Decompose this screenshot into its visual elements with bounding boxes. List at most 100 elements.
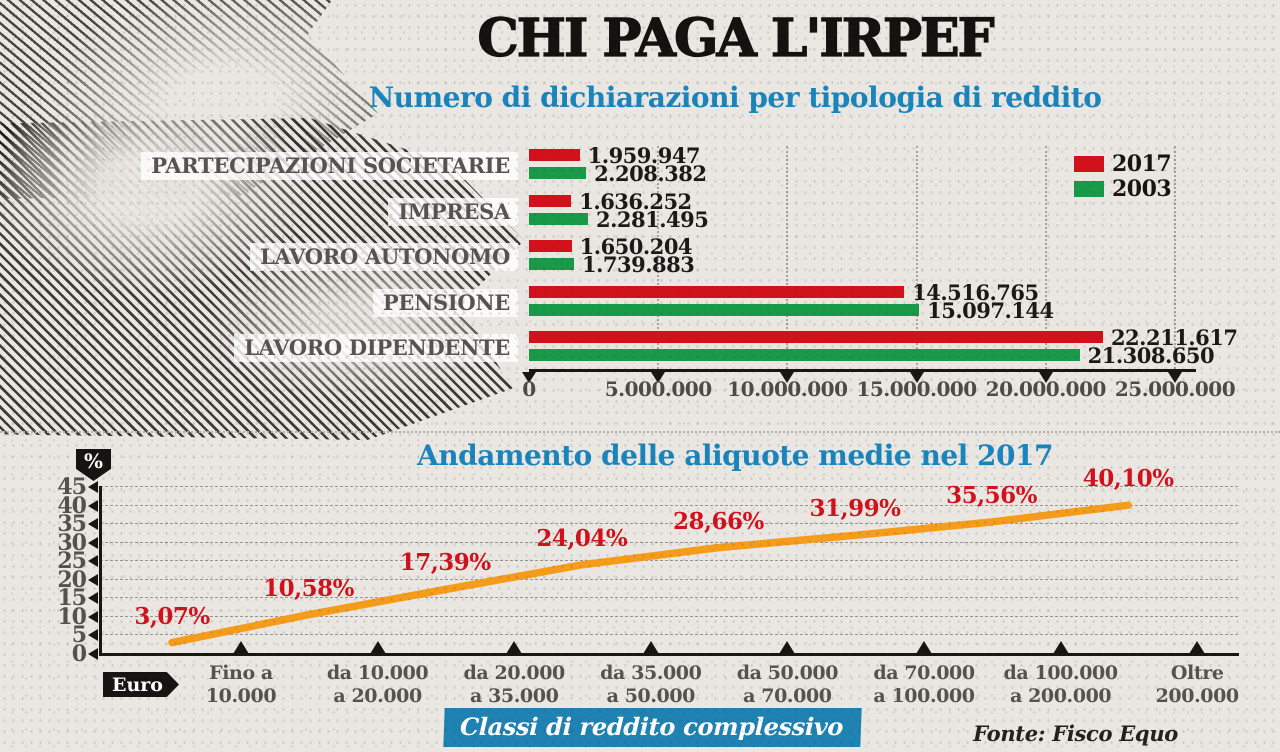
grid-line-horizontal	[100, 541, 1238, 543]
bar-2003	[529, 349, 1080, 361]
bar-chart-x-axis	[529, 369, 1196, 372]
grid-line-vertical	[786, 146, 789, 369]
trend-point-label: 28,66%	[672, 507, 764, 535]
trend-point-label: 24,04%	[536, 524, 628, 552]
trend-point-label: 3,07%	[134, 602, 210, 630]
line-chart-y-axis	[99, 486, 102, 656]
grid-line-horizontal	[100, 523, 1238, 525]
bar-category-label-text: PENSIONE	[372, 288, 518, 317]
x-axis-tick-label: 15.000.000	[856, 377, 977, 401]
income-class-label: da 50.000 a 70.000	[712, 662, 862, 708]
income-class-label-line: Fino a	[209, 662, 273, 684]
income-class-label-line: da 35.000	[600, 662, 702, 684]
income-class-label: Oltre 200.000	[1122, 662, 1272, 708]
bar-2017	[529, 194, 572, 207]
y-axis-tick-marker	[88, 610, 98, 623]
bar-2003	[529, 258, 574, 270]
income-classes-caption: Classi di reddito complessivo	[443, 708, 862, 747]
bar-2003	[529, 167, 587, 179]
euro-axis-badge: Euro	[103, 672, 179, 697]
page-title: CHI PAGA L'IRPEF	[477, 7, 995, 69]
y-axis-tick-label: 0	[71, 641, 87, 667]
grid-line-vertical	[915, 146, 918, 369]
bar-2017	[529, 240, 572, 252]
grid-line-horizontal	[100, 615, 1238, 617]
income-class-label: Fino a 10.000	[166, 662, 316, 708]
income-class-label-line: da 70.000	[873, 662, 975, 684]
grid-line-vertical	[1044, 146, 1047, 369]
income-class-label-line: 10.000	[205, 684, 277, 707]
y-axis-tick-label: 30	[57, 529, 87, 556]
x-axis-tick-marker	[1038, 372, 1053, 383]
trend-point-label: 31,99%	[809, 495, 901, 523]
x-axis-tick-label: 20.000.000	[985, 377, 1107, 401]
source-note: Fonte: Fisco Equo	[973, 721, 1178, 746]
bar-value-2017: 1.636.252	[579, 188, 692, 214]
grid-line-vertical	[1174, 146, 1176, 369]
y-axis-tick-label: 25	[57, 548, 87, 575]
bar-value-2017: 14.516.765	[912, 279, 1039, 305]
y-axis-tick-marker	[88, 499, 98, 512]
income-class-label-line: da 100.000	[1003, 662, 1119, 684]
bar-category-label-text: IMPRESA	[388, 197, 518, 226]
bar-value-2003: 2.281.495	[595, 206, 709, 232]
income-class-label-line: a 200.000	[1009, 684, 1112, 707]
legend-item-2003: 2003	[1074, 175, 1172, 202]
grid-line-vertical	[657, 146, 660, 369]
bar-category-label: LAVORO DIPENDENTE	[0, 329, 518, 367]
y-axis-tick-label: 5	[71, 622, 87, 649]
grid-line-horizontal	[100, 634, 1238, 636]
income-class-label-line: da 20.000	[463, 662, 566, 684]
legend-label: 2003	[1112, 175, 1172, 202]
y-axis-tick-label: 15	[57, 585, 87, 612]
income-class-label: da 70.000 a 100.000	[849, 662, 999, 708]
y-axis-tick-marker	[88, 592, 98, 605]
bar-value-2003: 1.739.883	[581, 252, 695, 277]
trend-point-label: 17,39%	[399, 549, 491, 577]
income-class-label-line: da 10.000	[326, 662, 429, 684]
bar-value-2017: 1.650.204	[579, 234, 693, 259]
y-axis-tick-label: 40	[57, 492, 87, 519]
bar-chart-title: Numero di dichiarazioni per tipologia di…	[368, 81, 1102, 114]
y-axis-tick-marker	[88, 518, 98, 531]
bar-category-label: IMPRESA	[0, 193, 518, 231]
bar-2017	[529, 331, 1103, 343]
income-class-label: da 10.000 a 20.000	[303, 662, 453, 708]
trend-point-label: 40,10%	[1082, 465, 1174, 493]
x-axis-tick-label: 25.000.000	[1114, 377, 1236, 401]
income-class-label: da 35.000 a 50.000	[576, 662, 726, 708]
bar-category-label: LAVORO AUTONOMO	[0, 238, 518, 276]
x-axis-tick-marker	[780, 372, 795, 383]
bar-2003	[529, 303, 920, 316]
grid-line-horizontal	[100, 486, 1238, 487]
trend-point-label: 35,56%	[946, 482, 1038, 510]
bar-2017	[529, 285, 905, 298]
legend-swatch-2017	[1074, 155, 1104, 172]
x-axis-tick-label: 10.000.000	[727, 377, 848, 401]
grid-line-horizontal	[100, 560, 1238, 562]
bar-category-label: PENSIONE	[0, 284, 518, 322]
legend-swatch-2003	[1074, 180, 1104, 197]
income-class-label-line: Oltre	[1170, 662, 1224, 684]
income-class-label-line: 200.000	[1155, 684, 1240, 707]
grid-line-horizontal	[100, 504, 1238, 506]
bar-category-label-text: LAVORO AUTONOMO	[250, 243, 518, 271]
trend-point-label: 10,58%	[263, 574, 355, 602]
bar-category-label-text: PARTECIPAZIONI SOCIETARIE	[141, 152, 518, 180]
bar-category-label-text: LAVORO DIPENDENTE	[234, 334, 518, 362]
income-class-label-line: a 20.000	[333, 684, 422, 707]
y-axis-tick-marker	[88, 573, 98, 586]
section-separator	[0, 431, 1280, 433]
y-axis-tick-marker	[88, 648, 98, 660]
x-axis-tick-label: 0	[522, 377, 536, 401]
y-axis-tick-label: 35	[57, 511, 87, 538]
x-axis-tick-marker	[909, 372, 924, 383]
y-axis-tick-label: 45	[57, 474, 87, 500]
bar-chart-legend: 2017 2003	[1074, 151, 1172, 202]
x-axis-tick-marker	[522, 372, 536, 383]
y-axis-tick-marker	[88, 629, 98, 642]
income-class-label-line: da 50.000	[736, 662, 839, 684]
y-axis-tick-marker	[88, 555, 98, 568]
x-axis-tick-marker	[1168, 372, 1182, 383]
